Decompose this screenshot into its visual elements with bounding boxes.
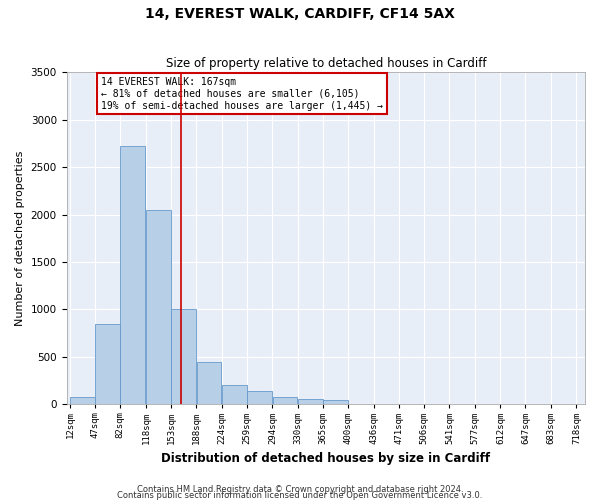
Title: Size of property relative to detached houses in Cardiff: Size of property relative to detached ho…: [166, 56, 486, 70]
Text: 14, EVEREST WALK, CARDIFF, CF14 5AX: 14, EVEREST WALK, CARDIFF, CF14 5AX: [145, 8, 455, 22]
Y-axis label: Number of detached properties: Number of detached properties: [15, 150, 25, 326]
Text: Contains HM Land Registry data © Crown copyright and database right 2024.: Contains HM Land Registry data © Crown c…: [137, 484, 463, 494]
Bar: [95, 324, 120, 404]
Bar: [223, 386, 247, 404]
Bar: [197, 362, 221, 405]
Bar: [70, 398, 95, 404]
Bar: [323, 400, 348, 404]
Bar: [146, 210, 171, 404]
Text: 14 EVEREST WALK: 167sqm
← 81% of detached houses are smaller (6,105)
19% of semi: 14 EVEREST WALK: 167sqm ← 81% of detache…: [101, 78, 383, 110]
Bar: [121, 146, 145, 405]
Text: Contains public sector information licensed under the Open Government Licence v3: Contains public sector information licen…: [118, 490, 482, 500]
Bar: [272, 397, 297, 404]
Bar: [172, 310, 196, 404]
Bar: [247, 391, 272, 404]
X-axis label: Distribution of detached houses by size in Cardiff: Distribution of detached houses by size …: [161, 452, 490, 465]
Bar: [298, 399, 323, 404]
